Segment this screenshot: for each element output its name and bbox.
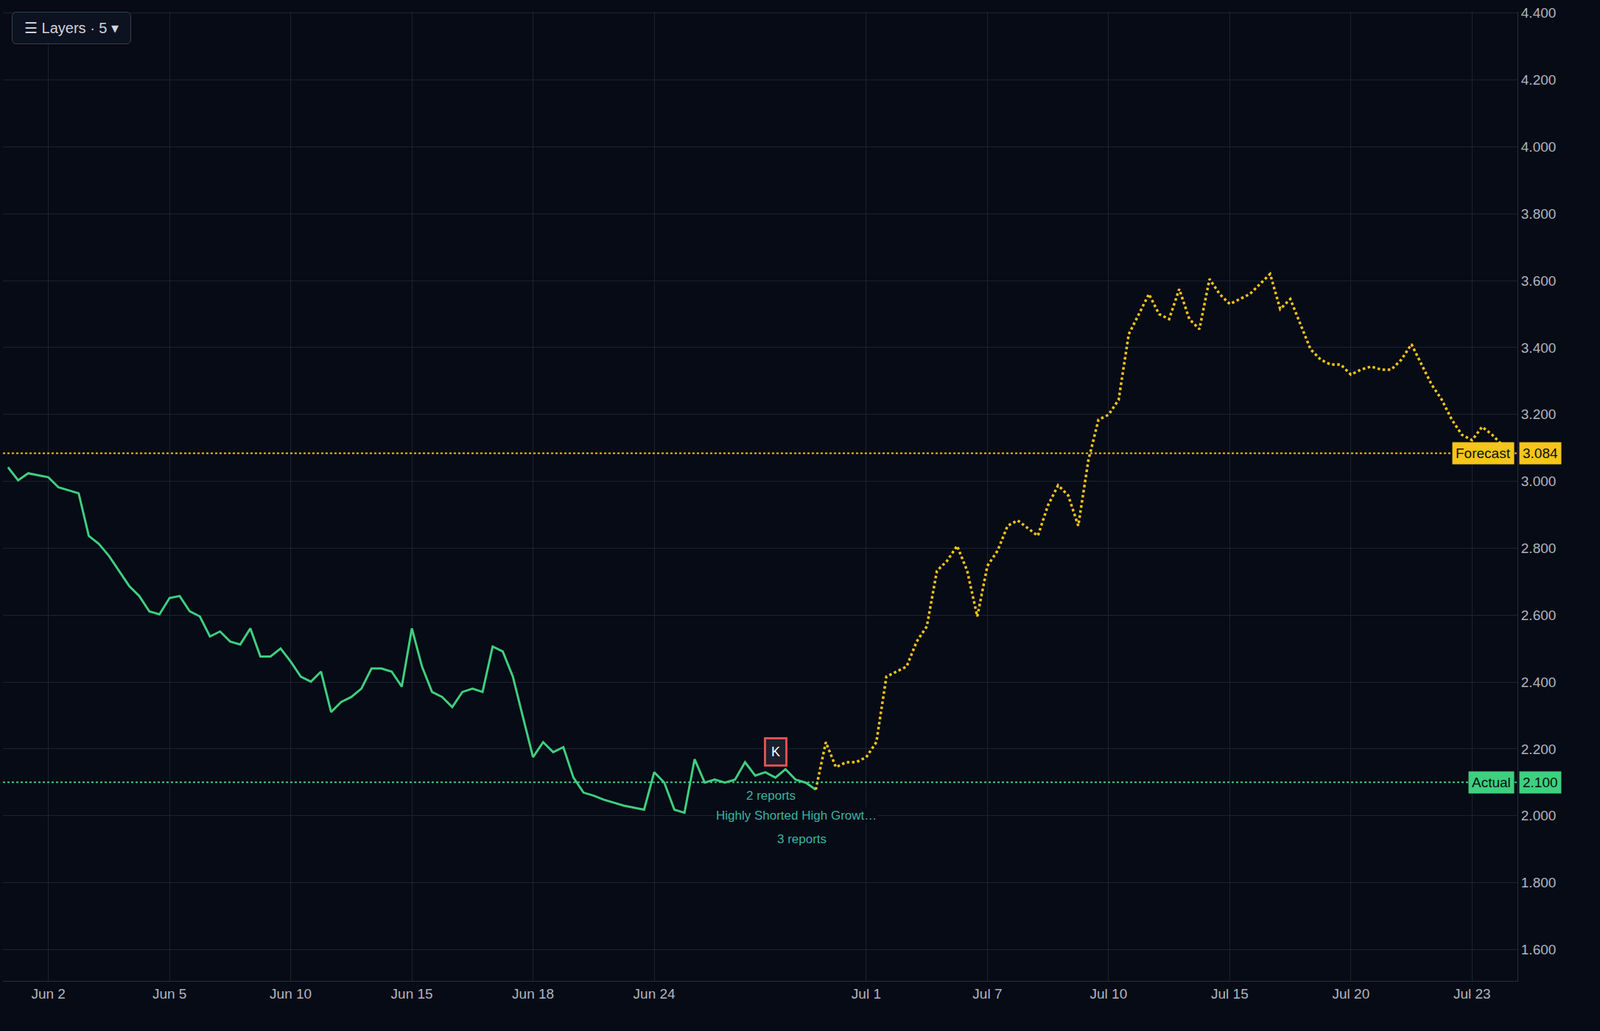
svg-text:Jun 2: Jun 2 <box>30 986 65 1002</box>
svg-text:2.200: 2.200 <box>1521 741 1557 758</box>
svg-text:3.800: 3.800 <box>1521 206 1557 222</box>
svg-text:Jul 7: Jul 7 <box>972 986 1002 1002</box>
svg-text:2.000: 2.000 <box>1521 808 1557 824</box>
svg-text:4.000: 4.000 <box>1521 139 1557 155</box>
svg-text:3 reports: 3 reports <box>777 832 827 847</box>
svg-text:K: K <box>771 744 781 760</box>
svg-text:3.084: 3.084 <box>1522 445 1559 462</box>
svg-text:2 reports: 2 reports <box>746 788 796 803</box>
svg-text:2.400: 2.400 <box>1521 674 1557 691</box>
svg-text:Jun 5: Jun 5 <box>152 986 187 1002</box>
svg-text:1.800: 1.800 <box>1521 875 1557 891</box>
svg-text:Jun 15: Jun 15 <box>391 986 434 1002</box>
svg-text:Jul 15: Jul 15 <box>1211 986 1249 1002</box>
svg-text:Jul 20: Jul 20 <box>1331 986 1370 1002</box>
svg-text:2.600: 2.600 <box>1521 607 1557 624</box>
svg-text:1.600: 1.600 <box>1521 942 1557 958</box>
svg-text:Highly Shorted High Growt…: Highly Shorted High Growt… <box>716 808 877 823</box>
svg-text:4.200: 4.200 <box>1521 72 1557 88</box>
svg-text:Jul 10: Jul 10 <box>1090 986 1128 1002</box>
svg-text:Jun 18: Jun 18 <box>511 986 554 1002</box>
svg-text:3.200: 3.200 <box>1521 406 1557 423</box>
svg-text:3.000: 3.000 <box>1521 473 1557 490</box>
html-text:☰ Layers · 5 ▾: ☰ Layers · 5 ▾ <box>24 19 119 37</box>
svg-text:Jul 23: Jul 23 <box>1453 986 1491 1002</box>
svg-text:Forecast: Forecast <box>1455 445 1511 462</box>
svg-text:4.400: 4.400 <box>1521 5 1557 21</box>
svg-text:Jun 10: Jun 10 <box>269 986 312 1002</box>
svg-text:Jun 24: Jun 24 <box>633 986 676 1002</box>
svg-text:Jul 1: Jul 1 <box>851 986 882 1002</box>
svg-text:3.400: 3.400 <box>1521 340 1557 356</box>
svg-text:3.600: 3.600 <box>1521 273 1557 289</box>
svg-text:Actual: Actual <box>1471 774 1511 791</box>
svg-text:2.800: 2.800 <box>1521 540 1557 557</box>
svg-text:2.100: 2.100 <box>1522 774 1559 791</box>
